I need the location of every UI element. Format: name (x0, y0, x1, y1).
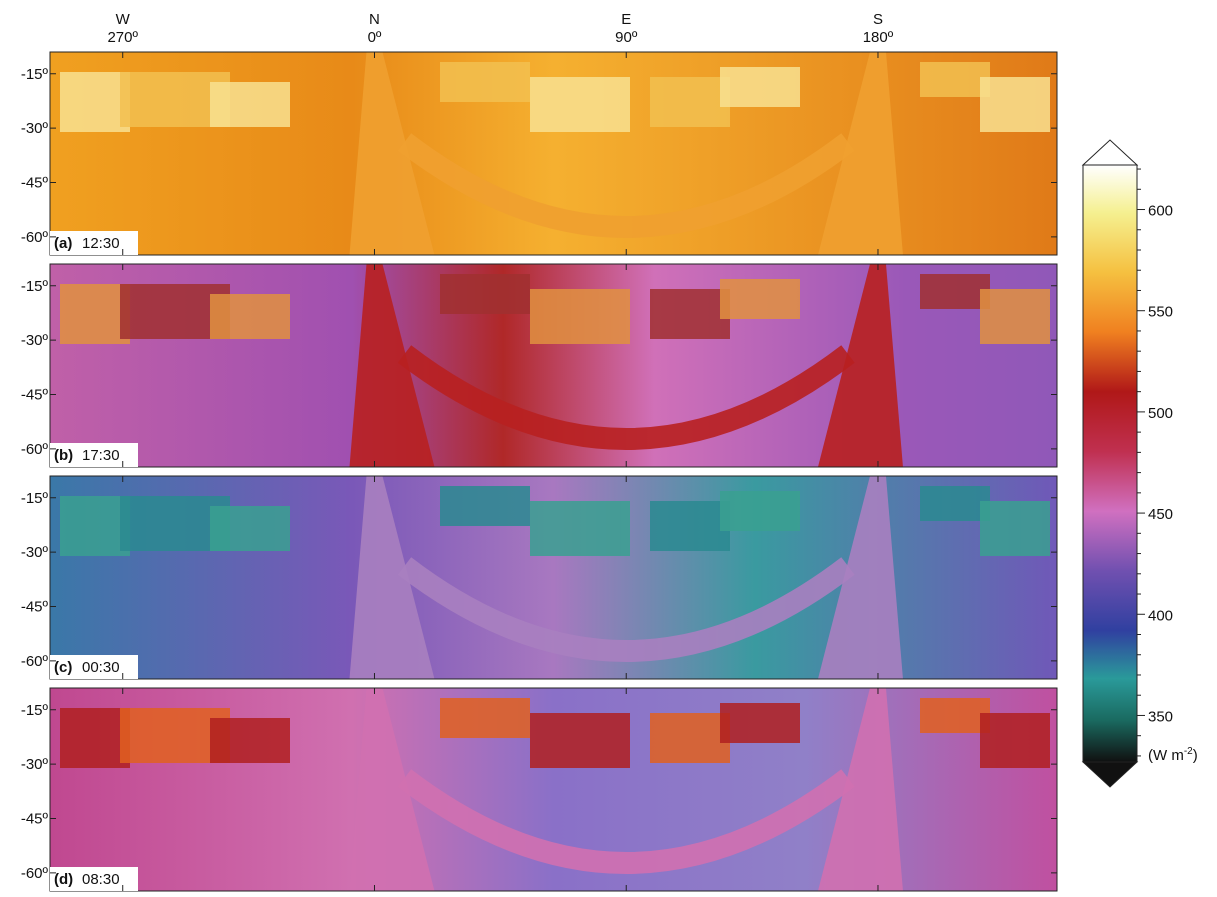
y-tick-label: -60º (21, 229, 49, 246)
house (440, 62, 530, 102)
house (650, 77, 730, 127)
house (720, 279, 800, 319)
x-direction: N (369, 11, 380, 28)
colorbar-tick-label: 550 (1148, 304, 1173, 321)
y-tick-label: -30º (21, 120, 49, 137)
thermal-image: (a) 12:30 (50, 52, 1057, 255)
y-tick-label: -60º (21, 865, 49, 882)
colorbar-tick-label: 400 (1148, 607, 1173, 624)
house (720, 491, 800, 531)
house (650, 289, 730, 339)
y-tick-label: -30º (21, 544, 49, 561)
colorbar-tick-label: 350 (1148, 708, 1173, 725)
panels: (a) 12:30 (b) 17:30 (c) 00:30 (d) 08:30 (50, 52, 1057, 891)
colorbar-tick-label: 450 (1148, 506, 1173, 523)
house (920, 486, 990, 521)
y-tick-label: -30º (21, 332, 49, 349)
y-tick-label: -45º (21, 599, 49, 616)
house (60, 708, 130, 768)
thermal-image: (d) 08:30 (50, 688, 1057, 891)
x-tick-label: 270º (107, 29, 138, 46)
panel-time: 12:30 (82, 235, 120, 252)
house (920, 698, 990, 733)
house (650, 501, 730, 551)
house (210, 294, 290, 339)
thermal-image: (b) 17:30 (50, 264, 1057, 467)
colorbar-tick-label: 600 (1148, 203, 1173, 220)
colorbar-tick-label: 500 (1148, 405, 1173, 422)
x-tick-label: 0º (368, 29, 382, 46)
panel-time: 17:30 (82, 447, 120, 464)
panel-letter: (a) (54, 235, 72, 252)
colorbar-body (1083, 165, 1137, 762)
house (530, 501, 630, 556)
x-direction: E (621, 11, 631, 28)
y-tick-label: -60º (21, 441, 49, 458)
house (980, 289, 1050, 344)
y-tick-label: -15º (21, 490, 49, 507)
x-direction: W (116, 11, 131, 28)
house (60, 284, 130, 344)
house (530, 713, 630, 768)
colorbar: 350 400 450 500 550 600 (W m-2) (1083, 140, 1198, 787)
house (60, 72, 130, 132)
y-tick-label: -45º (21, 175, 49, 192)
house (980, 713, 1050, 768)
panel-letter: (d) (54, 871, 73, 888)
house (650, 713, 730, 763)
figure: (a) 12:30 (b) 17:30 (c) 00:30 (d) 08:30 -15º -30… (0, 0, 1217, 892)
colorbar-cap-bottom (1083, 762, 1137, 787)
x-direction: S (873, 11, 883, 28)
colorbar-unit: (W m-2) (1148, 746, 1198, 764)
house (210, 506, 290, 551)
house (980, 77, 1050, 132)
y-tick-label: -15º (21, 66, 49, 83)
y-tick-label: -45º (21, 387, 49, 404)
house (720, 703, 800, 743)
y-tick-label: -30º (21, 756, 49, 773)
house (440, 698, 530, 738)
y-tick-label: -15º (21, 702, 49, 719)
y-tick-label: -60º (21, 653, 49, 670)
house (440, 486, 530, 526)
house (920, 62, 990, 97)
panel-letter: (b) (54, 447, 73, 464)
thermal-image: (c) 00:30 (50, 476, 1057, 679)
y-tick-label: -15º (21, 278, 49, 295)
house (210, 82, 290, 127)
panel-letter: (c) (54, 659, 72, 676)
house (920, 274, 990, 309)
house (530, 77, 630, 132)
panel-time: 00:30 (82, 659, 120, 676)
unit-part: ) (1193, 747, 1198, 764)
house (210, 718, 290, 763)
house (530, 289, 630, 344)
panel-time: 08:30 (82, 871, 120, 888)
house (720, 67, 800, 107)
house (440, 274, 530, 314)
y-tick-label: -45º (21, 811, 49, 828)
x-tick-label: 90º (615, 29, 638, 46)
colorbar-cap-top (1083, 140, 1137, 165)
unit-part: (W m (1148, 747, 1184, 764)
house (60, 496, 130, 556)
house (980, 501, 1050, 556)
x-tick-label: 180º (863, 29, 894, 46)
